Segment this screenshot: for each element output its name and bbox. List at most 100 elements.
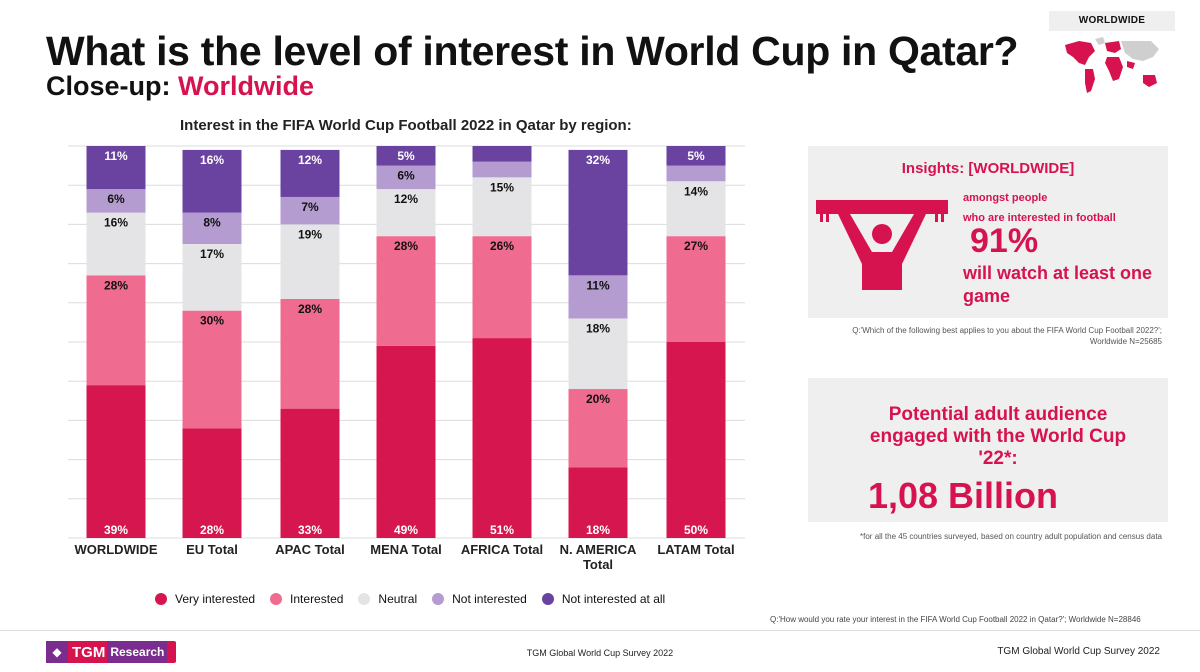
bar-segment bbox=[568, 467, 628, 538]
legend-item-interested: Interested bbox=[270, 592, 343, 606]
audience-note: *for all the 45 countries surveyed, base… bbox=[860, 532, 1162, 541]
category-label: N. AMERICA bbox=[560, 542, 637, 557]
data-label: 27% bbox=[684, 239, 708, 253]
logo-tgm-text: TGM bbox=[72, 643, 106, 661]
bar-segment bbox=[666, 236, 726, 342]
data-label: 5% bbox=[397, 149, 415, 163]
data-label: 5% bbox=[687, 149, 705, 163]
legend-swatch bbox=[155, 593, 167, 605]
bar-segment bbox=[472, 146, 532, 162]
bar-segment bbox=[86, 275, 146, 386]
footer-right-text: TGM Global World Cup Survey 2022 bbox=[997, 646, 1160, 657]
data-label: 16% bbox=[104, 216, 128, 230]
legend-label: Very interested bbox=[175, 592, 256, 606]
category-label: LATAM Total bbox=[657, 542, 734, 557]
bar-segment bbox=[472, 236, 532, 339]
bar-segment bbox=[86, 385, 146, 538]
logo-mark-icon: ◆ bbox=[46, 641, 68, 663]
legend-swatch bbox=[541, 593, 554, 605]
data-label: 33% bbox=[298, 523, 322, 537]
category-label: EU Total bbox=[186, 542, 238, 557]
data-label: 28% bbox=[104, 278, 128, 292]
category-label: Total bbox=[583, 557, 613, 572]
bar-segment bbox=[472, 338, 532, 538]
insights-line-2: who are interested in football bbox=[963, 212, 1116, 224]
bar-segment bbox=[86, 212, 146, 276]
legend-swatch bbox=[432, 593, 445, 605]
data-label: 6% bbox=[107, 192, 125, 206]
logo-research-text: Research bbox=[107, 641, 168, 663]
data-label: 6% bbox=[397, 169, 415, 183]
stacked-bar-chart: 39% 28% 16% 6% 11% WORLDWIDE 28% 30% 17% 8% 16% EU … bbox=[68, 145, 745, 572]
bar-segment bbox=[182, 428, 242, 538]
legend-label: Neutral bbox=[378, 592, 418, 606]
data-label: 28% bbox=[298, 302, 322, 316]
bar-segment bbox=[182, 149, 242, 213]
data-label: 12% bbox=[394, 192, 418, 206]
legend-label: Interested bbox=[290, 592, 344, 606]
chart-legend: Very interested Interested Neutral Not i… bbox=[155, 592, 680, 606]
data-label: 39% bbox=[104, 523, 128, 537]
data-label: 18% bbox=[586, 321, 610, 335]
data-label: 30% bbox=[200, 314, 224, 328]
data-label: 12% bbox=[298, 153, 322, 167]
bar-segment bbox=[182, 244, 242, 311]
footer: ◆ TGM Research TGM Global World Cup Surv… bbox=[0, 630, 1200, 672]
insights-panel: Insights: [WORLDWIDE] amongst people who… bbox=[808, 146, 1168, 318]
subtitle-accent: Worldwide bbox=[178, 71, 315, 101]
data-label: 32% bbox=[586, 153, 610, 167]
data-label: 49% bbox=[394, 523, 418, 537]
insights-line-1: amongst people bbox=[963, 192, 1048, 204]
legend-item-not-interested-at-all: Not interested at all bbox=[541, 592, 666, 606]
subtitle-prefix: Close-up: bbox=[46, 71, 171, 101]
data-label: 18% bbox=[586, 523, 610, 537]
bar-segment bbox=[86, 146, 146, 190]
data-label: 14% bbox=[684, 184, 708, 198]
bar-segment bbox=[86, 189, 146, 213]
bar-segment bbox=[280, 408, 340, 538]
data-label: 28% bbox=[394, 239, 418, 253]
legend-item-very-interested: Very interested bbox=[155, 592, 255, 606]
bar-segment bbox=[376, 146, 436, 166]
page-subtitle: Close-up: Worldwide bbox=[46, 71, 314, 102]
data-label: 50% bbox=[684, 523, 708, 537]
bar-segment bbox=[666, 181, 726, 237]
legend-swatch bbox=[270, 593, 283, 605]
bar-segment bbox=[376, 345, 436, 538]
legend-label: Not interested at all bbox=[561, 592, 666, 606]
bar-segment bbox=[666, 342, 726, 538]
bar-segment bbox=[280, 149, 340, 197]
category-label: WORLDWIDE bbox=[74, 542, 157, 557]
bar-segment bbox=[182, 212, 242, 244]
map-label: WORLDWIDE bbox=[1049, 11, 1175, 31]
tgm-logo: ◆ TGM Research bbox=[46, 641, 176, 663]
chart-footnote: Q:'How would you rate your interest in t… bbox=[770, 615, 1141, 624]
insights-line-3: will watch at least one game bbox=[963, 263, 1153, 306]
region-map: WORLDWIDE bbox=[1049, 11, 1175, 101]
legend-label: Not interested bbox=[452, 592, 527, 606]
data-label: 15% bbox=[490, 180, 514, 194]
audience-panel: Potential adult audience engaged with th… bbox=[808, 378, 1168, 522]
data-label: 8% bbox=[203, 216, 221, 230]
category-label: AFRICA Total bbox=[461, 542, 543, 557]
fan-holding-scarf-icon bbox=[816, 200, 948, 290]
bar-segment bbox=[280, 298, 340, 409]
bar-segment bbox=[666, 146, 726, 166]
data-label: 11% bbox=[586, 278, 610, 292]
bar-segment bbox=[376, 236, 436, 346]
bar-segment bbox=[472, 161, 532, 178]
insights-stat: 91% bbox=[970, 222, 1039, 260]
data-label: 17% bbox=[200, 247, 224, 261]
data-label: 28% bbox=[200, 523, 224, 537]
bar-segment bbox=[568, 275, 628, 319]
footer-center-text: TGM Global World Cup Survey 2022 bbox=[526, 648, 674, 658]
data-label: 20% bbox=[586, 392, 610, 406]
bar-segment bbox=[568, 389, 628, 468]
category-label: APAC Total bbox=[275, 542, 345, 557]
bar-segment bbox=[376, 165, 436, 190]
legend-item-not-interested: Not interested bbox=[432, 592, 527, 606]
insights-title: Insights: [WORLDWIDE] bbox=[901, 160, 1075, 177]
bar-segment bbox=[376, 189, 436, 237]
data-label: 7% bbox=[301, 200, 319, 214]
audience-stat: 1,08 Billion bbox=[867, 475, 1059, 516]
